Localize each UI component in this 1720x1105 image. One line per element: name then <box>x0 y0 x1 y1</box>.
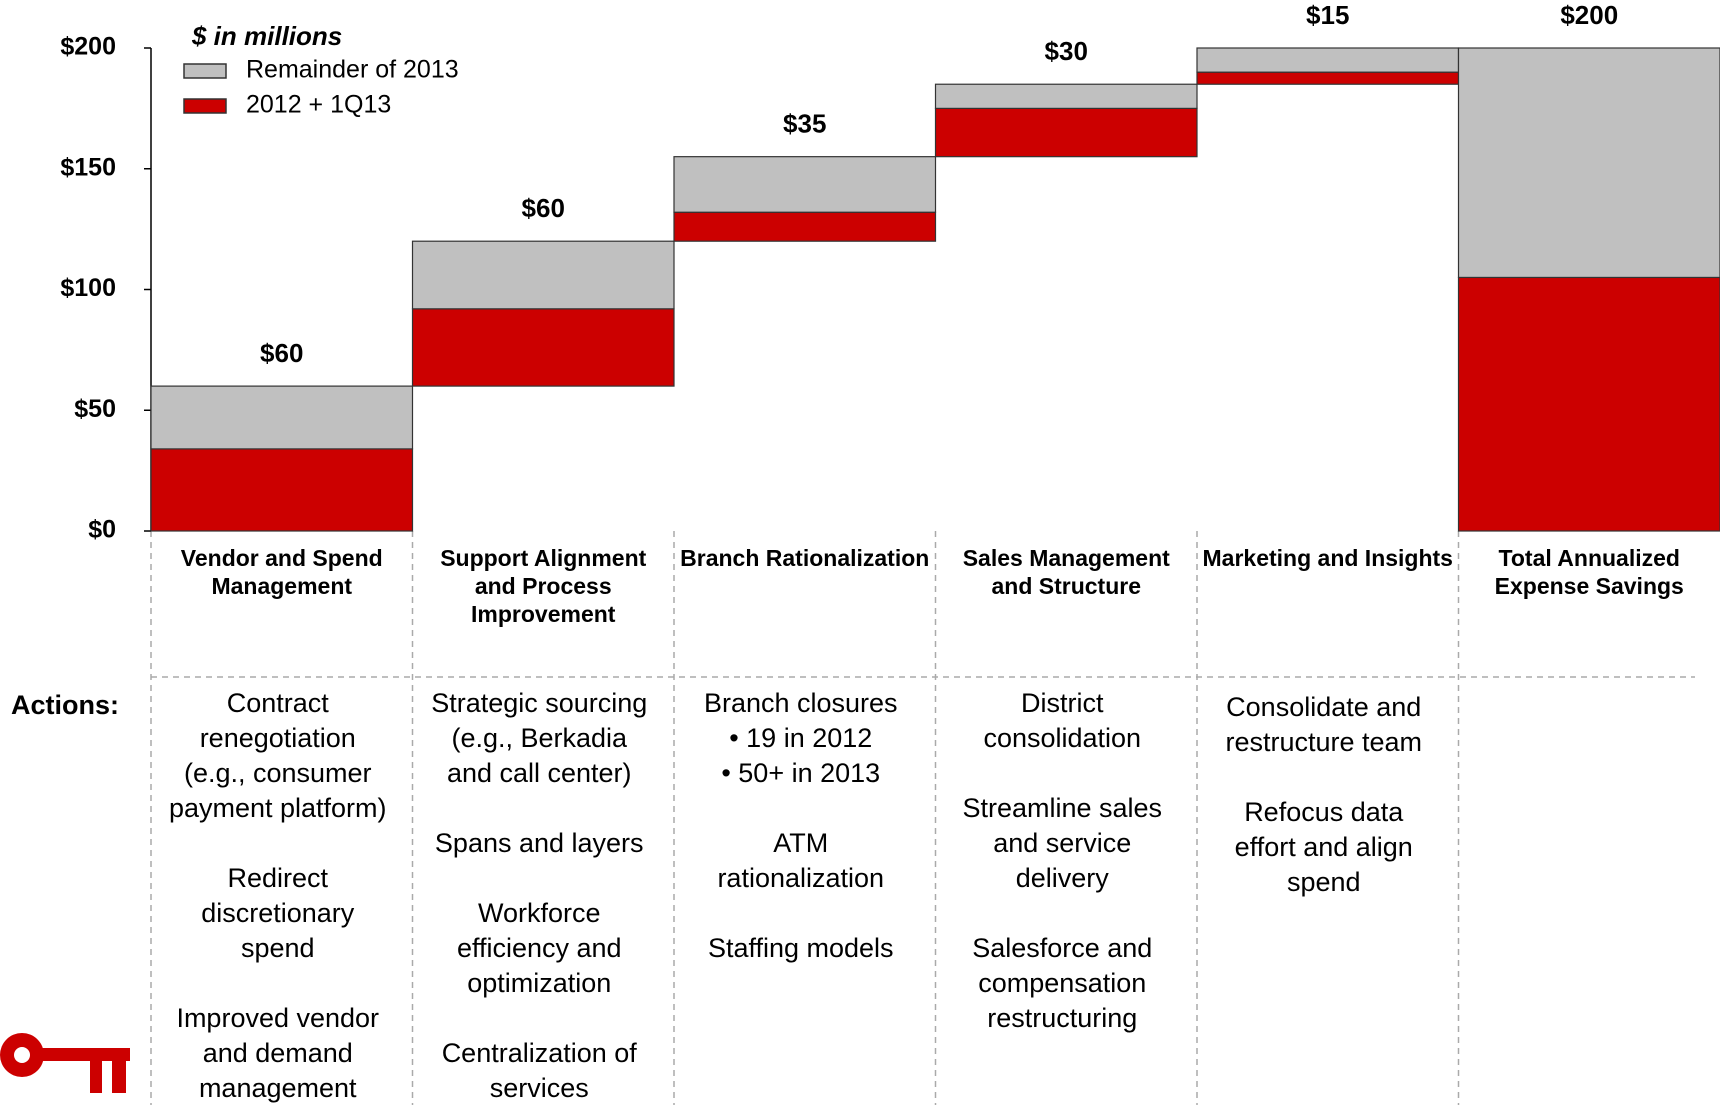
action-text: Streamline sales <box>962 793 1162 823</box>
action-text: optimization <box>467 968 611 998</box>
action-text: effort and align <box>1235 832 1413 862</box>
action-text: restructure team <box>1225 727 1422 757</box>
bar-segment <box>934 83 1198 109</box>
logo <box>0 1033 130 1093</box>
total-label: $15 <box>1306 0 1349 30</box>
action-text: efficiency and <box>457 933 622 963</box>
action-text: Strategic sourcing <box>431 688 647 718</box>
x-tick-label: Improvement <box>471 601 616 627</box>
action-text: management <box>199 1073 357 1103</box>
action-text: Staffing models <box>708 933 894 963</box>
x-tick-label: Management <box>211 573 352 599</box>
action-text: • 50+ in 2013 <box>721 758 880 788</box>
y-tick-label: $0 <box>88 516 116 544</box>
action-text: Branch closures <box>704 688 898 718</box>
legend-label: Remainder of 2013 <box>246 56 459 84</box>
action-text: compensation <box>978 968 1146 998</box>
total-label: $35 <box>783 109 826 139</box>
total-label: $60 <box>522 193 565 223</box>
bar-segment <box>411 308 675 387</box>
bar-segment <box>1457 47 1720 279</box>
action-text: payment platform) <box>169 793 387 823</box>
bar-segment <box>150 385 414 450</box>
action-text: Salesforce and <box>972 933 1152 963</box>
action-text: (e.g., Berkadia <box>451 723 628 753</box>
bar-segment <box>150 448 414 532</box>
action-text: Spans and layers <box>435 828 644 858</box>
x-tick-label: Sales Management <box>963 545 1170 571</box>
total-label: $60 <box>260 338 303 368</box>
x-tick-label: Marketing and Insights <box>1203 545 1453 571</box>
total-label: $30 <box>1045 36 1088 66</box>
action-text: services <box>490 1073 589 1103</box>
action-text: ATM <box>773 828 828 858</box>
action-text: (e.g., consumer <box>184 758 372 788</box>
x-tick-label: Total Annualized <box>1499 545 1680 571</box>
action-text: restructuring <box>987 1003 1137 1033</box>
action-text: and call center) <box>447 758 632 788</box>
action-text: Improved vendor <box>176 1003 379 1033</box>
action-text: and service <box>993 828 1131 858</box>
action-text: Contract <box>227 688 330 718</box>
action-text: spend <box>1287 867 1361 897</box>
x-tick-label: Expense Savings <box>1495 573 1684 599</box>
action-text: Centralization of <box>442 1038 638 1068</box>
bar-segment <box>411 240 675 310</box>
action-text: Consolidate and <box>1226 692 1421 722</box>
bar-segment <box>934 107 1198 158</box>
legend-label: 2012 + 1Q13 <box>246 91 391 119</box>
action-text: rationalization <box>717 863 884 893</box>
bar-segment <box>673 156 937 213</box>
y-tick-label: $100 <box>60 274 116 302</box>
chart-subtitle: $ in millions <box>191 21 342 51</box>
legend-swatch <box>183 63 227 79</box>
legend-swatch <box>183 98 227 114</box>
action-text: Workforce <box>478 898 601 928</box>
x-tick-label: and Process <box>475 573 612 599</box>
bar-segment <box>1196 47 1460 73</box>
x-tick-label: Branch Rationalization <box>680 545 929 571</box>
action-text: discretionary <box>201 898 355 928</box>
total-label: $200 <box>1560 0 1618 30</box>
action-text: delivery <box>1016 863 1110 893</box>
actions-label: Actions: <box>11 690 119 720</box>
bar-segment <box>1196 71 1460 85</box>
y-tick-label: $150 <box>60 153 116 181</box>
x-tick-label: and Structure <box>991 573 1141 599</box>
action-text: Refocus data <box>1244 797 1404 827</box>
y-tick-label: $200 <box>60 33 116 61</box>
y-tick-label: $50 <box>74 395 116 423</box>
action-text: and demand <box>203 1038 353 1068</box>
action-text: Redirect <box>227 863 328 893</box>
action-text: District <box>1021 688 1104 718</box>
bar-segment <box>1457 276 1720 532</box>
bar-segment <box>673 211 937 242</box>
x-tick-label: Support Alignment <box>440 545 646 571</box>
x-tick-label: Vendor and Spend <box>181 545 383 571</box>
action-text: renegotiation <box>200 723 356 753</box>
action-text: consolidation <box>983 723 1141 753</box>
action-text: spend <box>241 933 315 963</box>
action-text: • 19 in 2012 <box>729 723 872 753</box>
